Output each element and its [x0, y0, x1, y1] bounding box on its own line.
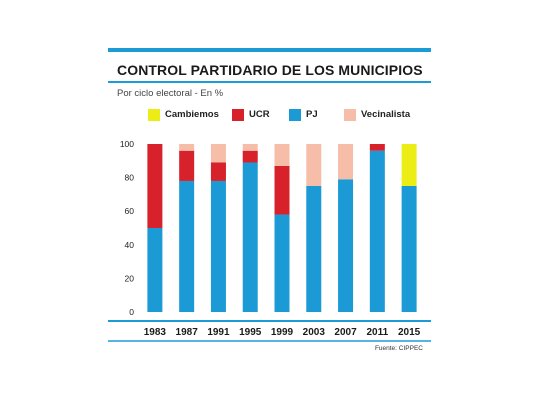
- legend-swatch-pj: [289, 109, 301, 121]
- x-tick-label: 2007: [334, 327, 357, 338]
- y-tick-label: 80: [125, 173, 135, 183]
- bar-pj-1987: [179, 180, 195, 312]
- y-tick-label: 20: [125, 273, 135, 283]
- bar-ucr-1987: [179, 150, 195, 181]
- chart-panel: CONTROL PARTIDARIO DE LOS MUNICIPIOS Por…: [108, 48, 431, 355]
- legend-label-pj: PJ: [306, 109, 318, 120]
- legend-swatch-vecinalista: [344, 109, 356, 121]
- x-tick-label: 1991: [207, 327, 230, 338]
- bar-vecinalista-2003: [306, 144, 322, 186]
- bar-pj-1995: [242, 162, 258, 312]
- bar-pj-1991: [210, 180, 226, 312]
- stacked-bar-chart: 0 20 40 60 80 100 1983 1987 1991 1995 1999 2003 2007…: [108, 139, 431, 342]
- bar-vecinalista-2007: [338, 144, 354, 180]
- bar-ucr-1995: [242, 150, 258, 163]
- chart-subtitle: Por ciclo electoral - En %: [117, 88, 224, 99]
- bar-ucr-1999: [274, 165, 290, 215]
- bar-vecinalista-1999: [274, 144, 290, 166]
- top-rule: [108, 48, 431, 52]
- bar-pj-2015: [401, 186, 417, 312]
- bar-pj-1983: [147, 228, 163, 312]
- legend-label-ucr: UCR: [249, 109, 270, 120]
- y-tick-label: 60: [125, 206, 135, 216]
- bar-ucr-1983: [147, 144, 163, 228]
- x-tick-label: 2011: [366, 327, 388, 338]
- legend-swatch-ucr: [232, 109, 244, 121]
- x-tick-label: 1999: [271, 327, 294, 338]
- legend-swatch-cambiemos: [148, 109, 160, 121]
- x-tick-label: 1983: [144, 327, 167, 338]
- y-tick-label: 100: [120, 139, 134, 149]
- y-tick-label: 0: [129, 307, 134, 317]
- x-tick-label: 1995: [239, 327, 262, 338]
- title-rule: [108, 81, 431, 83]
- bar-cambiemos-2015: [401, 144, 417, 186]
- x-tick-label: 2015: [398, 327, 421, 338]
- y-tick-label: 40: [125, 240, 135, 250]
- x-tick-label: 2003: [303, 327, 326, 338]
- legend-label-cambiemos: Cambiemos: [165, 109, 219, 120]
- bar-ucr-2011: [369, 144, 385, 151]
- bar-pj-2011: [369, 150, 385, 312]
- bar-vecinalista-1987: [179, 144, 195, 151]
- chart-title: CONTROL PARTIDARIO DE LOS MUNICIPIOS: [117, 62, 423, 78]
- source-note: Fuente: CIPPEC: [374, 345, 423, 352]
- bar-pj-1999: [274, 214, 290, 312]
- x-tick-label: 1987: [176, 327, 199, 338]
- bar-vecinalista-1995: [242, 144, 258, 151]
- bar-vecinalista-1991: [210, 144, 226, 163]
- bar-ucr-1991: [210, 162, 226, 181]
- bar-pj-2003: [306, 186, 322, 312]
- bar-pj-2007: [338, 179, 354, 312]
- legend-label-vecinalista: Vecinalista: [361, 109, 411, 120]
